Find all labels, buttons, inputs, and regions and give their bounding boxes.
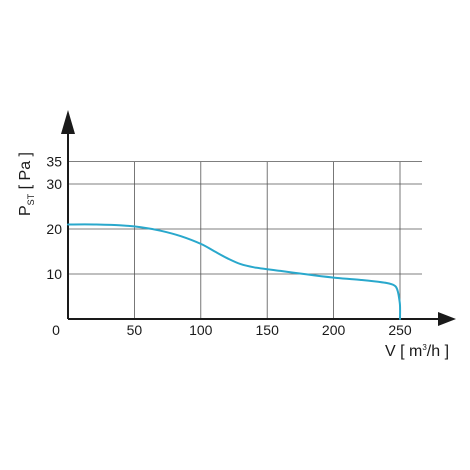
y-tick-label-20: 20 xyxy=(46,221,62,237)
y-tick-label-35: 35 xyxy=(46,154,62,170)
origin-label: 0 xyxy=(52,322,60,338)
series-line-0 xyxy=(67,223,402,320)
grid-lines xyxy=(68,161,422,319)
x-tick-label-100: 100 xyxy=(189,322,213,338)
y-tick-label-10: 10 xyxy=(46,266,62,282)
y-axis-title: PST [ Pa ] xyxy=(17,152,36,216)
x-tick-label-200: 200 xyxy=(322,322,346,338)
tick-labels: 50 100 150 200 250 10 20 30 35 xyxy=(46,154,411,339)
x-tick-label-250: 250 xyxy=(388,322,412,338)
x-axis-arrow xyxy=(438,312,456,326)
y-axis-arrow xyxy=(61,110,75,134)
series-layer xyxy=(67,223,402,320)
x-tick-label-50: 50 xyxy=(127,322,143,338)
x-axis-title: V [ m3/h ] xyxy=(385,343,449,360)
x-tick-label-150: 150 xyxy=(256,322,280,338)
axes xyxy=(61,110,456,326)
y-tick-label-30: 30 xyxy=(46,176,62,192)
